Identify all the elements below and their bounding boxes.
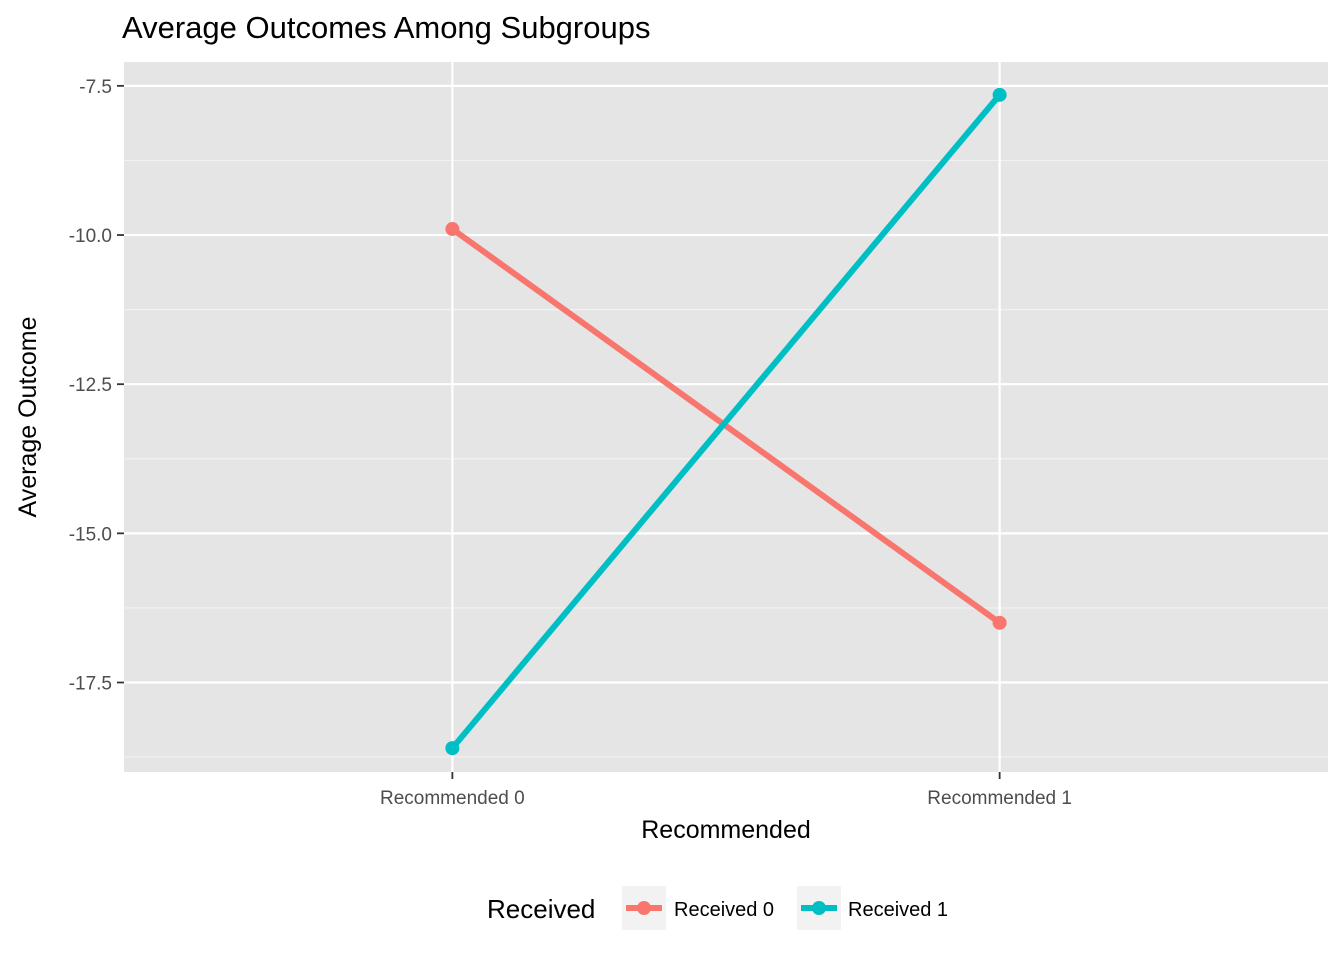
data-point xyxy=(445,741,460,756)
major-gridlines xyxy=(124,62,1328,772)
minor-gridlines xyxy=(124,159,1328,758)
x-tick-label: Recommended 0 xyxy=(380,788,525,809)
legend-label: Received 1 xyxy=(848,899,948,921)
y-tick-label: -12.5 xyxy=(69,375,112,396)
series-layer xyxy=(445,87,1007,756)
legend-label: Received 0 xyxy=(674,899,774,921)
legend-key-point xyxy=(812,901,826,915)
y-tick-label: -7.5 xyxy=(79,77,112,98)
data-point xyxy=(992,615,1007,630)
y-tick-label: -17.5 xyxy=(69,674,112,695)
x-axis-title: Recommended xyxy=(641,816,811,844)
series-line-1 xyxy=(450,92,1002,751)
chart-title: Average Outcomes Among Subgroups xyxy=(122,10,651,45)
y-axis: -7.5 -10.0 -12.5 -15.0 -17.5 xyxy=(69,77,124,695)
legend-title: Received xyxy=(487,894,595,924)
data-point xyxy=(445,222,460,237)
data-point xyxy=(992,87,1007,102)
y-tick-label: -15.0 xyxy=(69,524,112,545)
legend-key-point xyxy=(637,901,651,915)
x-axis: Recommended 0 Recommended 1 xyxy=(380,772,1072,809)
x-tick-label: Recommended 1 xyxy=(927,788,1072,809)
y-tick-label: -10.0 xyxy=(69,226,112,247)
y-axis-title: Average Outcome xyxy=(14,316,42,517)
legend: Received Received 0 Received 1 xyxy=(487,886,948,930)
